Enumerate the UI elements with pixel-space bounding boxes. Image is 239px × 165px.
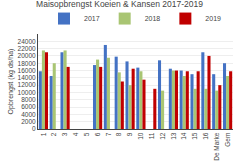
svg-text:14: 14 [180, 132, 187, 140]
svg-text:10: 10 [137, 132, 144, 140]
svg-text:2017: 2017 [84, 15, 100, 22]
svg-text:2019: 2019 [205, 15, 221, 22]
svg-text:22000: 22000 [18, 45, 36, 52]
svg-text:Opbrengst (kg ds/ha): Opbrengst (kg ds/ha) [7, 49, 15, 115]
svg-text:16: 16 [202, 132, 209, 140]
svg-text:2: 2 [50, 132, 57, 136]
svg-text:12: 12 [159, 132, 166, 140]
svg-text:10000: 10000 [18, 89, 36, 96]
svg-text:18000: 18000 [18, 60, 36, 67]
svg-text:14000: 14000 [18, 74, 36, 81]
svg-text:2018: 2018 [145, 15, 161, 22]
svg-text:1: 1 [40, 132, 47, 136]
svg-text:3: 3 [61, 132, 68, 136]
svg-text:24000: 24000 [18, 38, 36, 45]
svg-text:Maisopbrengst Koeien & Kansen: Maisopbrengst Koeien & Kansen 2017-2019 [36, 0, 203, 9]
svg-text:7: 7 [105, 132, 112, 136]
svg-text:13: 13 [170, 132, 177, 140]
svg-text:20000: 20000 [18, 52, 36, 59]
svg-text:2000: 2000 [21, 118, 36, 125]
svg-text:5: 5 [83, 132, 90, 136]
svg-text:15: 15 [191, 132, 198, 140]
svg-text:6: 6 [94, 132, 101, 136]
svg-text:Gem: Gem [224, 133, 231, 147]
svg-text:6000: 6000 [21, 103, 36, 110]
svg-text:4: 4 [72, 132, 79, 136]
svg-text:12000: 12000 [18, 81, 36, 88]
svg-text:8000: 8000 [21, 96, 36, 103]
svg-text:0: 0 [32, 125, 36, 132]
svg-text:8: 8 [115, 132, 122, 136]
svg-text:De Marke: De Marke [213, 132, 220, 161]
svg-text:4000: 4000 [21, 111, 36, 118]
svg-text:9: 9 [126, 132, 133, 136]
svg-text:16000: 16000 [18, 67, 36, 74]
svg-text:11: 11 [148, 132, 155, 139]
